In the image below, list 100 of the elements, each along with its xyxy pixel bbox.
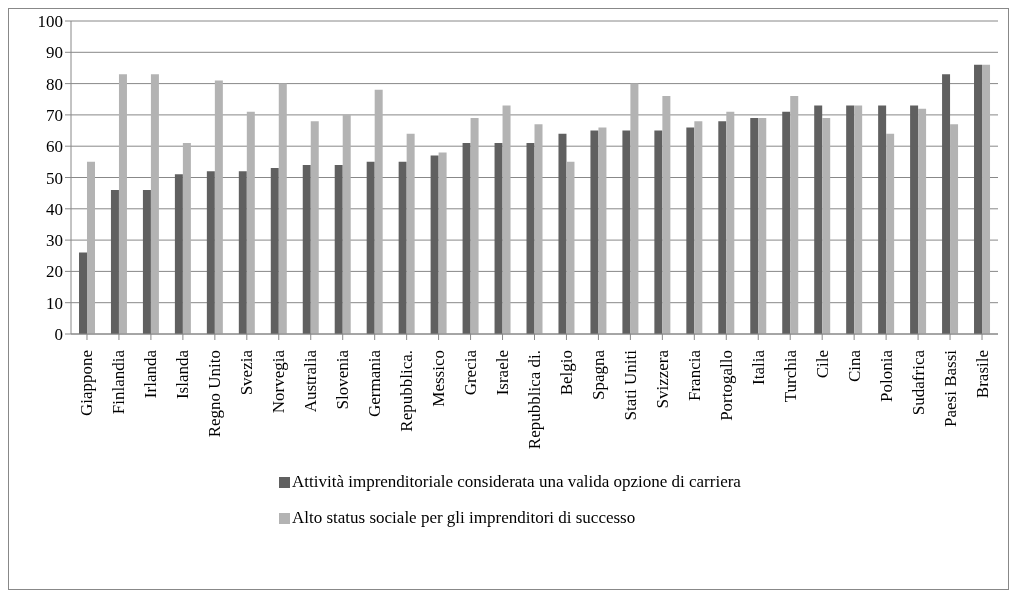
x-tick-label: Portogallo — [716, 350, 736, 421]
x-tick-label: Irlanda — [141, 349, 161, 399]
bar — [78, 252, 87, 334]
bar — [110, 190, 119, 334]
x-tick-label: Svizzera — [652, 349, 672, 409]
x-tick-label: Repubblica. — [397, 350, 417, 432]
bar — [982, 64, 991, 334]
bar — [686, 127, 695, 334]
x-tick-label: Israele — [493, 350, 513, 396]
bar — [502, 105, 511, 334]
bar — [462, 143, 471, 334]
bar — [782, 111, 791, 334]
x-tick-label: Norvegia — [269, 349, 289, 414]
y-tick-label: 100 — [37, 12, 63, 32]
x-tick-label: Slovenia — [333, 349, 353, 410]
bar — [302, 164, 311, 334]
y-tick-label: 20 — [46, 262, 63, 282]
bar — [278, 83, 287, 334]
bar — [590, 130, 599, 334]
bar — [206, 171, 215, 334]
bar — [694, 121, 703, 334]
bar — [654, 130, 663, 334]
y-tick-label: 70 — [46, 105, 63, 125]
x-tick-label: Islanda — [173, 349, 193, 400]
bar — [534, 124, 543, 334]
bar — [182, 143, 191, 334]
x-tick-label: Cile — [812, 350, 832, 379]
bar — [878, 105, 887, 334]
bar — [246, 111, 255, 334]
bar — [630, 83, 639, 334]
bar — [846, 105, 855, 334]
bar — [174, 174, 183, 334]
x-tick-label: Francia — [684, 349, 704, 401]
bar — [974, 64, 983, 334]
bar — [814, 105, 823, 334]
bar — [758, 118, 767, 334]
y-tick-label: 40 — [46, 199, 63, 219]
legend-label: Attività imprenditoriale considerata una valida opzione di carriera — [292, 472, 741, 492]
bar — [558, 133, 567, 334]
bar — [366, 161, 375, 334]
x-tick-label: Svezia — [237, 349, 257, 396]
y-tick-label: 60 — [46, 137, 63, 157]
legend-label: Alto status sociale per gli imprenditori di successo — [292, 508, 636, 528]
x-tick-label: Australia — [301, 349, 321, 413]
bar — [942, 74, 951, 334]
bar — [86, 161, 95, 334]
x-tick-label: Polonia — [876, 349, 896, 402]
bar — [566, 161, 575, 334]
bar — [430, 155, 439, 334]
x-tick-label: Sudafrica — [908, 349, 928, 416]
y-tick-label: 10 — [46, 293, 63, 313]
x-tick-label: Finlandia — [109, 349, 129, 415]
x-tick-label: Messico — [429, 350, 449, 407]
bar — [310, 121, 319, 334]
bar — [334, 164, 343, 334]
x-tick-label: Turchia — [780, 349, 800, 403]
bar — [910, 105, 919, 334]
bar — [238, 171, 247, 334]
bar — [662, 96, 671, 334]
bar — [526, 143, 535, 334]
x-tick-label: Paesi Bassi — [940, 349, 960, 427]
bar — [270, 168, 279, 334]
bar — [374, 89, 383, 334]
bar — [950, 124, 959, 334]
y-tick-label: 0 — [54, 325, 63, 345]
bar — [718, 121, 727, 334]
bar — [494, 143, 503, 334]
bar — [470, 118, 479, 334]
x-tick-label: Repubblica di. — [525, 350, 544, 450]
y-tick-label: 50 — [46, 168, 63, 188]
bar — [750, 118, 759, 334]
x-tick-label: Giappone — [77, 350, 97, 417]
x-tick-label: Belgio — [556, 350, 576, 396]
bar — [398, 161, 407, 334]
x-tick-label: Brasile — [972, 350, 992, 399]
y-tick-label: 90 — [46, 43, 63, 63]
bar — [142, 190, 151, 334]
y-tick-label: 30 — [46, 231, 63, 251]
x-tick-label: Spagna — [588, 349, 608, 401]
x-tick-label: Germania — [365, 349, 385, 418]
x-tick-label: Italia — [748, 349, 768, 385]
bar — [406, 133, 415, 334]
bar — [598, 127, 607, 334]
bar — [342, 114, 351, 334]
bar — [918, 108, 927, 334]
x-tick-label: Cina — [844, 349, 864, 383]
y-tick-label: 80 — [46, 74, 63, 94]
bar — [214, 80, 223, 334]
x-tick-label: Stati Uniti — [620, 349, 640, 421]
bar — [790, 96, 799, 334]
bar — [150, 74, 159, 334]
bar — [726, 111, 735, 334]
bar — [438, 152, 447, 334]
bar — [118, 74, 127, 334]
bar — [886, 133, 895, 334]
x-tick-label: Grecia — [461, 349, 481, 396]
bar — [822, 118, 831, 334]
bar — [622, 130, 631, 334]
x-tick-label: Regno Unito — [205, 350, 225, 438]
bar — [854, 105, 863, 334]
